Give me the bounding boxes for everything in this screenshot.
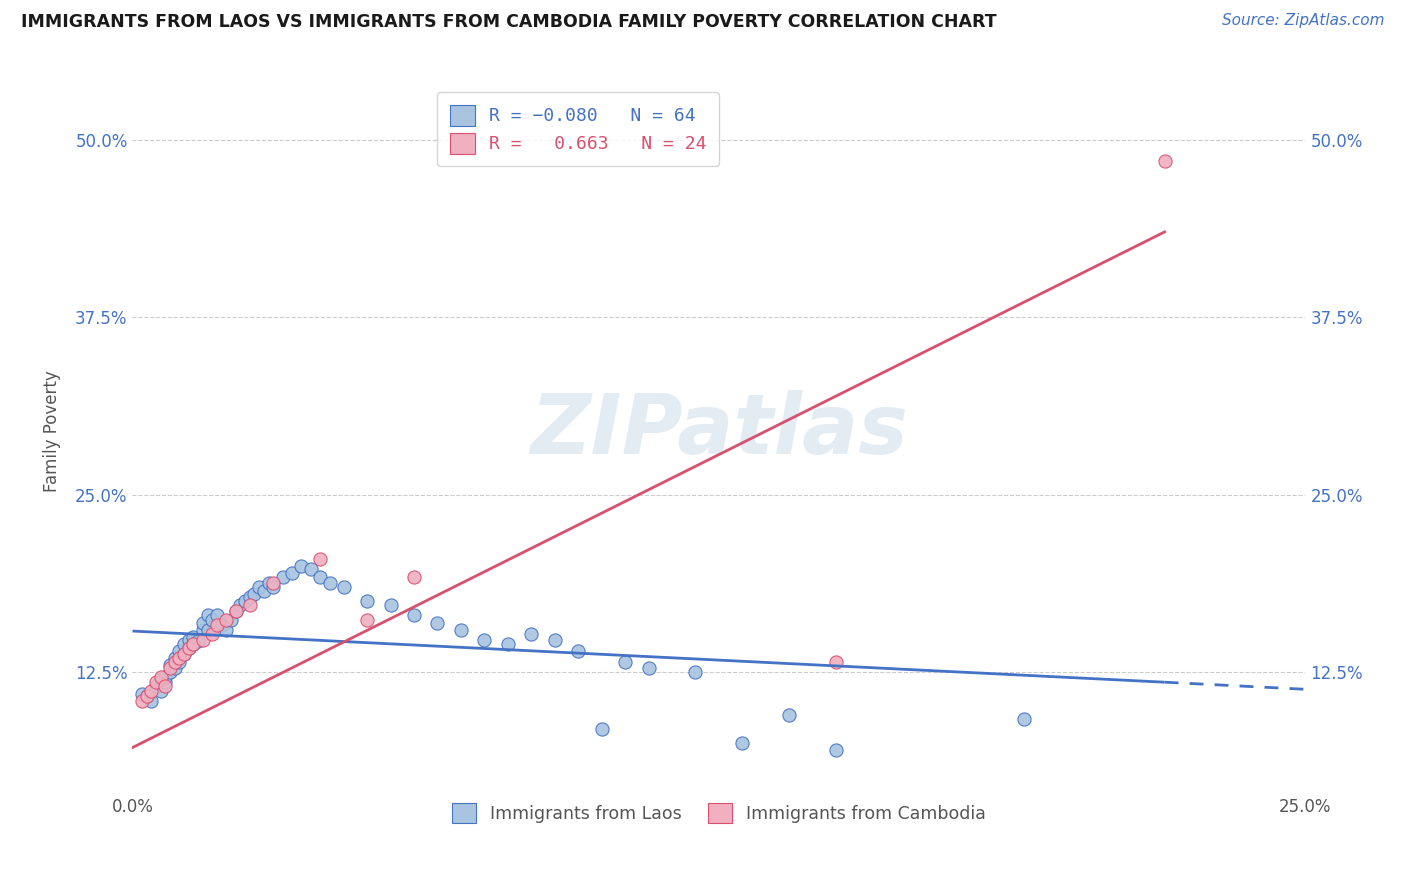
Point — [201, 627, 224, 641]
Point — [472, 632, 495, 647]
Point — [520, 627, 543, 641]
Point — [145, 680, 167, 694]
Point — [205, 608, 228, 623]
Point — [247, 580, 270, 594]
Point — [233, 594, 256, 608]
Point — [155, 680, 177, 694]
Point — [225, 604, 247, 618]
Point — [177, 632, 200, 647]
Point — [131, 693, 153, 707]
Y-axis label: Family Poverty: Family Poverty — [44, 370, 60, 491]
Point — [163, 651, 186, 665]
Point — [141, 693, 163, 707]
Point — [402, 608, 425, 623]
Point — [591, 722, 613, 736]
Point — [173, 647, 195, 661]
Point — [149, 683, 172, 698]
Point — [163, 661, 186, 675]
Point — [131, 687, 153, 701]
Point — [155, 675, 177, 690]
Point — [257, 575, 280, 590]
Point — [614, 656, 637, 670]
Point — [243, 587, 266, 601]
Point — [201, 613, 224, 627]
Point — [309, 570, 332, 584]
Text: ZIPatlas: ZIPatlas — [530, 391, 908, 471]
Point — [169, 651, 191, 665]
Point — [183, 637, 205, 651]
Point — [215, 613, 238, 627]
Point — [778, 707, 800, 722]
Point — [191, 615, 214, 630]
Point — [173, 647, 195, 661]
Point — [197, 608, 219, 623]
Point — [402, 570, 425, 584]
Point — [169, 656, 191, 670]
Point — [159, 665, 181, 680]
Point — [155, 669, 177, 683]
Text: Source: ZipAtlas.com: Source: ZipAtlas.com — [1222, 13, 1385, 29]
Point — [159, 658, 181, 673]
Point — [1153, 153, 1175, 168]
Point — [309, 551, 332, 566]
Point — [637, 661, 659, 675]
Point — [183, 637, 205, 651]
Point — [177, 641, 200, 656]
Point — [281, 566, 304, 580]
Point — [356, 613, 378, 627]
Point — [332, 580, 354, 594]
Point — [825, 656, 848, 670]
Point — [187, 634, 209, 648]
Point — [229, 599, 252, 613]
Point — [163, 656, 186, 670]
Point — [318, 575, 340, 590]
Point — [215, 623, 238, 637]
Point — [141, 683, 163, 698]
Point — [191, 632, 214, 647]
Point — [271, 570, 294, 584]
Point — [197, 623, 219, 637]
Point — [177, 641, 200, 656]
Point — [135, 690, 157, 704]
Point — [239, 599, 262, 613]
Point — [1012, 712, 1035, 726]
Point — [173, 637, 195, 651]
Point — [159, 661, 181, 675]
Point — [239, 590, 262, 604]
Point — [183, 630, 205, 644]
Point — [211, 618, 233, 632]
Point — [149, 673, 172, 687]
Point — [380, 599, 402, 613]
Point — [262, 580, 284, 594]
Point — [225, 604, 247, 618]
Point — [253, 584, 276, 599]
Point — [825, 743, 848, 757]
Point — [450, 623, 472, 637]
Point — [731, 736, 754, 750]
Point — [290, 558, 312, 573]
Point — [191, 623, 214, 637]
Point — [567, 644, 589, 658]
Point — [149, 669, 172, 683]
Point — [496, 637, 519, 651]
Point — [145, 675, 167, 690]
Point — [205, 618, 228, 632]
Point — [219, 613, 242, 627]
Point — [426, 615, 449, 630]
Point — [356, 594, 378, 608]
Point — [262, 575, 284, 590]
Point — [299, 561, 322, 575]
Point — [135, 690, 157, 704]
Text: IMMIGRANTS FROM LAOS VS IMMIGRANTS FROM CAMBODIA FAMILY POVERTY CORRELATION CHAR: IMMIGRANTS FROM LAOS VS IMMIGRANTS FROM … — [21, 13, 997, 31]
Point — [685, 665, 707, 680]
Point — [169, 644, 191, 658]
Legend: Immigrants from Laos, Immigrants from Cambodia: Immigrants from Laos, Immigrants from Ca… — [440, 790, 998, 835]
Point — [544, 632, 567, 647]
